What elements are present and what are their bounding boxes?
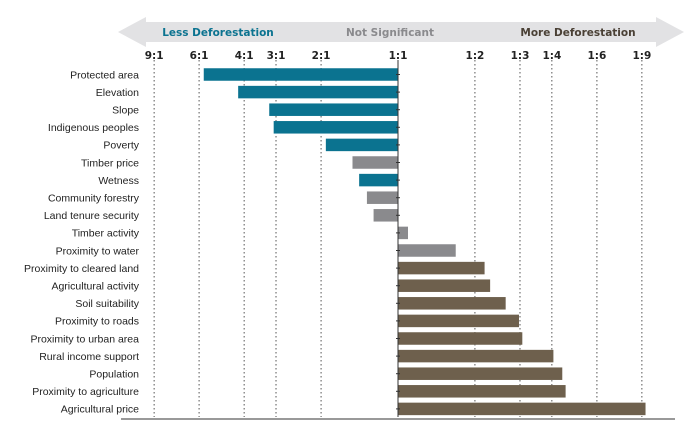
- category-label: Poverty: [103, 140, 139, 152]
- category-label: Indigenous peoples: [48, 122, 139, 134]
- tick-label: 1:4: [542, 50, 561, 62]
- category-label: Wetness: [98, 175, 139, 187]
- tick-label: 2:1: [312, 50, 331, 62]
- category-label: Proximity to roads: [55, 316, 139, 328]
- category-label: Community forestry: [48, 193, 140, 205]
- bar: [398, 297, 506, 310]
- category-label: Proximity to cleared land: [24, 263, 139, 275]
- bar: [398, 279, 491, 292]
- bar: [398, 349, 554, 363]
- not-significant-label: Not Significant: [346, 27, 434, 39]
- category-label: Agricultural price: [61, 404, 139, 416]
- category-label: Agricultural activity: [51, 281, 139, 293]
- category-label: Timber activity: [72, 228, 140, 240]
- bar: [273, 121, 398, 134]
- category-label: Slope: [112, 105, 139, 117]
- tick-label: 1:9: [632, 50, 651, 62]
- bar: [398, 385, 566, 398]
- category-label: Proximity to water: [56, 245, 140, 257]
- bar: [398, 332, 523, 345]
- header-arrow-shape: [118, 17, 684, 47]
- tick-label: 1:2: [466, 50, 485, 62]
- category-label: Rural income support: [39, 351, 139, 363]
- tick-label: 4:1: [235, 50, 254, 62]
- category-label: Timber price: [81, 157, 139, 169]
- bar: [398, 314, 519, 328]
- less-deforestation-label: Less Deforestation: [162, 27, 274, 39]
- tick-label: 9:1: [145, 50, 164, 62]
- category-label-layer: Protected area Elevation Slope Indigenous p…: [24, 69, 140, 415]
- category-label: Proximity to urban area: [30, 333, 139, 345]
- more-deforestation-label: More Deforestation: [520, 27, 635, 39]
- bar-layer: [203, 68, 646, 416]
- tick-label: 3:1: [267, 50, 286, 62]
- axis-layer: [121, 60, 675, 420]
- category-label: Population: [89, 369, 139, 381]
- bar: [398, 261, 485, 275]
- bar: [238, 85, 398, 99]
- bar: [359, 173, 398, 187]
- bar: [325, 138, 398, 152]
- bar: [398, 226, 408, 240]
- bar: [373, 209, 398, 222]
- tick-label: 1:6: [588, 50, 607, 62]
- bar: [398, 402, 646, 416]
- bar: [269, 103, 398, 116]
- category-label: Soil suitability: [75, 298, 139, 310]
- tick-label: 1:3: [511, 50, 530, 62]
- tick-layer: 9:1 6:1 4:1 3:1 2:1 1:1 1:2 1:3 1:4 1:6 1:9: [145, 50, 651, 417]
- bar: [398, 244, 456, 257]
- bar: [203, 68, 398, 81]
- tick-label: 1:1: [389, 50, 408, 62]
- bar: [352, 156, 398, 169]
- category-label: Land tenure security: [44, 210, 140, 222]
- category-label: Protected area: [70, 69, 139, 81]
- category-label: Elevation: [96, 87, 139, 99]
- tick-label: 6:1: [190, 50, 209, 62]
- bar: [366, 191, 398, 204]
- category-label: Proximity to agriculture: [32, 386, 139, 398]
- header-arrow: Less Deforestation Not Significant More …: [118, 17, 684, 47]
- bar: [398, 367, 563, 380]
